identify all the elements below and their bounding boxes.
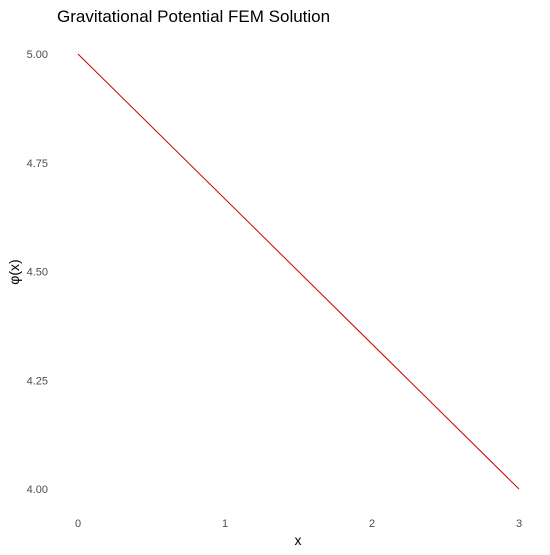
y-axis-ticks: 4.00 4.25 4.50 4.75 5.00 <box>27 49 48 496</box>
x-axis-ticks: 0 1 2 3 <box>75 518 522 530</box>
y-tick-label: 4.50 <box>27 267 48 279</box>
x-tick-label: 2 <box>369 518 375 530</box>
y-axis-label: φ(x) <box>6 259 22 284</box>
y-tick-label: 4.75 <box>27 158 48 170</box>
y-tick-label: 4.00 <box>27 484 48 496</box>
y-tick-label: 5.00 <box>27 49 48 61</box>
series-line <box>78 54 519 489</box>
chart-title: Gravitational Potential FEM Solution <box>57 7 330 26</box>
x-tick-label: 3 <box>516 518 522 530</box>
x-axis-label: x <box>295 532 302 548</box>
series-layer <box>78 54 519 489</box>
y-tick-label: 4.25 <box>27 375 48 387</box>
x-tick-label: 1 <box>222 518 228 530</box>
x-tick-label: 0 <box>75 518 81 530</box>
